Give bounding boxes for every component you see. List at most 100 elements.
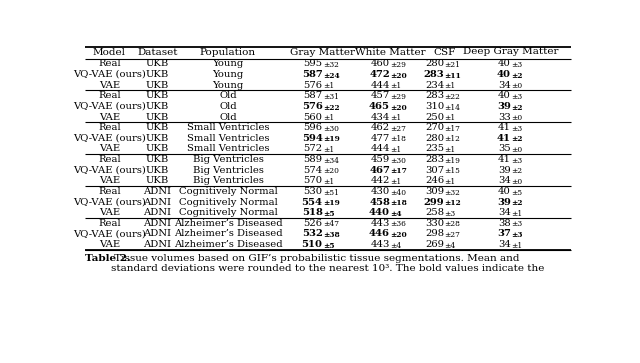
Text: 235: 235 [425,144,444,154]
Text: ±14: ±14 [445,103,461,111]
Text: Old: Old [220,113,237,122]
Text: 434: 434 [371,113,390,122]
Text: Young: Young [212,60,244,68]
Text: 462: 462 [371,123,390,132]
Text: 40: 40 [498,60,511,68]
Text: ±0: ±0 [511,82,522,90]
Text: ±3: ±3 [511,125,522,133]
Text: VAE: VAE [99,208,120,217]
Text: ±1: ±1 [390,178,401,186]
Text: 40: 40 [498,187,511,196]
Text: ±3: ±3 [445,210,456,218]
Text: ±27: ±27 [390,125,406,133]
Text: ±18: ±18 [390,199,407,207]
Text: ±0: ±0 [511,114,522,122]
Text: VAE: VAE [99,113,120,122]
Text: 576: 576 [301,102,323,111]
Text: 443: 443 [371,219,390,228]
Text: VQ-VAE (ours): VQ-VAE (ours) [73,134,146,143]
Text: ±31: ±31 [323,93,339,101]
Text: ADNI: ADNI [143,187,172,196]
Text: ±51: ±51 [323,188,339,196]
Text: 269: 269 [425,240,444,249]
Text: 572: 572 [303,144,323,154]
Text: 283: 283 [424,70,444,79]
Text: ±4: ±4 [390,210,402,218]
Text: ±21: ±21 [445,61,461,69]
Text: CSF: CSF [433,49,456,57]
Text: 587: 587 [303,91,323,100]
Text: ±3: ±3 [511,157,522,165]
Text: ±1: ±1 [323,114,334,122]
Text: Small Ventricles: Small Ventricles [187,134,269,143]
Text: 283: 283 [425,91,444,100]
Text: UKB: UKB [146,144,169,154]
Text: 330: 330 [425,219,444,228]
Text: ±1: ±1 [445,82,456,90]
Text: 570: 570 [303,176,323,185]
Text: Table 2.: Table 2. [84,254,131,263]
Text: Gray Matter: Gray Matter [290,49,355,57]
Text: 307: 307 [425,166,444,175]
Text: ±40: ±40 [390,188,406,196]
Text: ±12: ±12 [445,199,461,207]
Text: ADNI: ADNI [143,219,172,228]
Text: ±27: ±27 [445,231,461,239]
Text: ±29: ±29 [390,93,406,101]
Text: ±5: ±5 [511,188,522,196]
Text: 589: 589 [303,155,323,164]
Text: 560: 560 [303,113,323,122]
Text: VAE: VAE [99,176,120,185]
Text: 467: 467 [369,166,390,175]
Text: Alzheimer’s Diseased: Alzheimer’s Diseased [173,219,282,228]
Text: 477: 477 [371,134,390,143]
Text: ±1: ±1 [323,82,334,90]
Text: ±20: ±20 [323,167,339,175]
Text: VQ-VAE (ours): VQ-VAE (ours) [73,102,146,111]
Text: UKB: UKB [146,60,169,68]
Text: 33: 33 [498,113,511,122]
Text: ADNI: ADNI [143,229,172,238]
Text: 576: 576 [303,81,323,90]
Text: ±1: ±1 [511,210,522,218]
Text: Cognitively Normal: Cognitively Normal [179,187,277,196]
Text: VAE: VAE [99,144,120,154]
Text: Small Ventricles: Small Ventricles [187,123,269,132]
Text: Tissue volumes based on GIF’s probabilistic tissue segmentations. Mean and
stand: Tissue volumes based on GIF’s probabilis… [111,254,544,273]
Text: ±1: ±1 [511,242,522,250]
Text: 510: 510 [301,240,323,249]
Text: UKB: UKB [146,155,169,164]
Text: ±30: ±30 [323,125,339,133]
Text: ±36: ±36 [390,220,406,228]
Text: Old: Old [220,102,237,111]
Text: VQ-VAE (ours): VQ-VAE (ours) [73,197,146,207]
Text: UKB: UKB [146,134,169,143]
Text: ±30: ±30 [390,157,406,165]
Text: ±3: ±3 [511,220,522,228]
Text: 430: 430 [371,187,390,196]
Text: 457: 457 [371,91,390,100]
Text: UKB: UKB [146,166,169,175]
Text: 40: 40 [497,70,511,79]
Text: Big Ventricles: Big Ventricles [193,166,264,175]
Text: 596: 596 [303,123,323,132]
Text: ±22: ±22 [323,103,340,111]
Text: Cognitively Normal: Cognitively Normal [179,197,277,207]
Text: 250: 250 [425,113,444,122]
Text: 309: 309 [425,187,444,196]
Text: Young: Young [212,70,244,79]
Text: ±17: ±17 [390,167,407,175]
Text: VQ-VAE (ours): VQ-VAE (ours) [73,70,146,79]
Text: 280: 280 [425,134,444,143]
Text: 465: 465 [369,102,390,111]
Text: 37: 37 [497,229,511,238]
Text: ±32: ±32 [445,188,461,196]
Text: Young: Young [212,81,244,90]
Text: ±28: ±28 [445,220,461,228]
Text: ±20: ±20 [390,103,407,111]
Text: ±4: ±4 [390,242,402,250]
Text: 526: 526 [303,219,323,228]
Text: ±34: ±34 [323,157,339,165]
Text: 574: 574 [303,166,323,175]
Text: UKB: UKB [146,81,169,90]
